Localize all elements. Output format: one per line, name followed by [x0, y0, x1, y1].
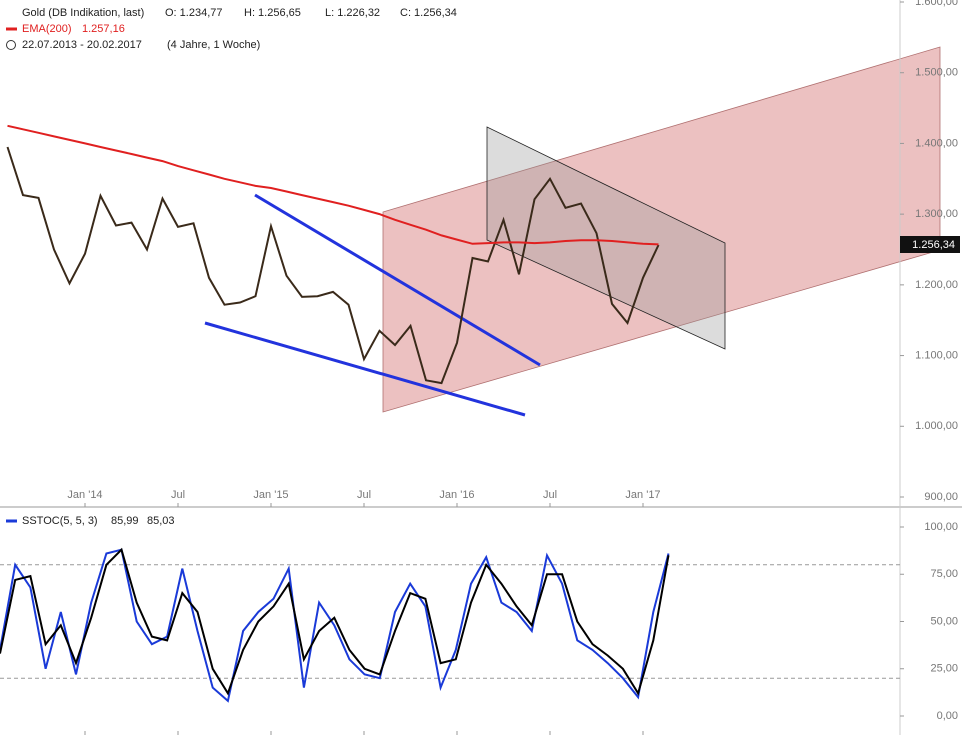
- y-tick-label: 1.400,00: [915, 137, 958, 149]
- y-tick-label: 25,00: [930, 663, 958, 675]
- clock-icon: [6, 40, 16, 50]
- y-tick-label: 0,00: [937, 710, 958, 722]
- y-tick-label: 75,00: [930, 568, 958, 580]
- legend-label: EMA(200): [22, 23, 72, 35]
- y-tick-label: 1.500,00: [915, 67, 958, 79]
- date-range: 22.07.2013 - 20.02.2017: [22, 39, 142, 51]
- series-line: [0, 547, 670, 696]
- x-tick-label: Jul: [357, 489, 371, 501]
- series-line: [6, 146, 660, 385]
- y-tick-label: 50,00: [930, 615, 958, 627]
- trendline: [254, 193, 541, 367]
- chart-title: Gold (DB Indikation, last): [22, 7, 144, 19]
- legend-value: 85,03: [147, 515, 175, 527]
- trendline: [204, 321, 526, 417]
- y-tick-label: 1.200,00: [915, 279, 958, 291]
- last-price-label: 1.256,34: [912, 239, 955, 251]
- date-range-note: (4 Jahre, 1 Woche): [167, 39, 260, 51]
- legend-label: SSTOC(5, 5, 3): [22, 515, 98, 527]
- x-tick-label: Jan '15: [253, 489, 288, 501]
- info: L: 1.226,32: [325, 7, 380, 19]
- legend-value: 1.257,16: [82, 23, 125, 35]
- x-tick-label: Jan '14: [67, 489, 102, 501]
- info: C: 1.256,34: [400, 7, 457, 19]
- x-tick-label: Jul: [171, 489, 185, 501]
- y-tick-label: 1.300,00: [915, 208, 958, 220]
- y-tick-label: 1.000,00: [915, 420, 958, 432]
- x-tick-label: Jul: [543, 489, 557, 501]
- y-tick-label: 100,00: [924, 521, 958, 533]
- y-tick-label: 1.100,00: [915, 349, 958, 361]
- y-tick-label: 900,00: [924, 491, 958, 503]
- info: H: 1.256,65: [244, 7, 301, 19]
- x-tick-label: Jan '17: [625, 489, 660, 501]
- series-line: [7, 124, 659, 246]
- x-tick-label: Jan '16: [439, 489, 474, 501]
- last-price-tag: [900, 236, 960, 253]
- info: O: 1.234,77: [165, 7, 223, 19]
- legend-value: 85,99: [111, 515, 139, 527]
- y-tick-label: 1.600,00: [915, 0, 958, 8]
